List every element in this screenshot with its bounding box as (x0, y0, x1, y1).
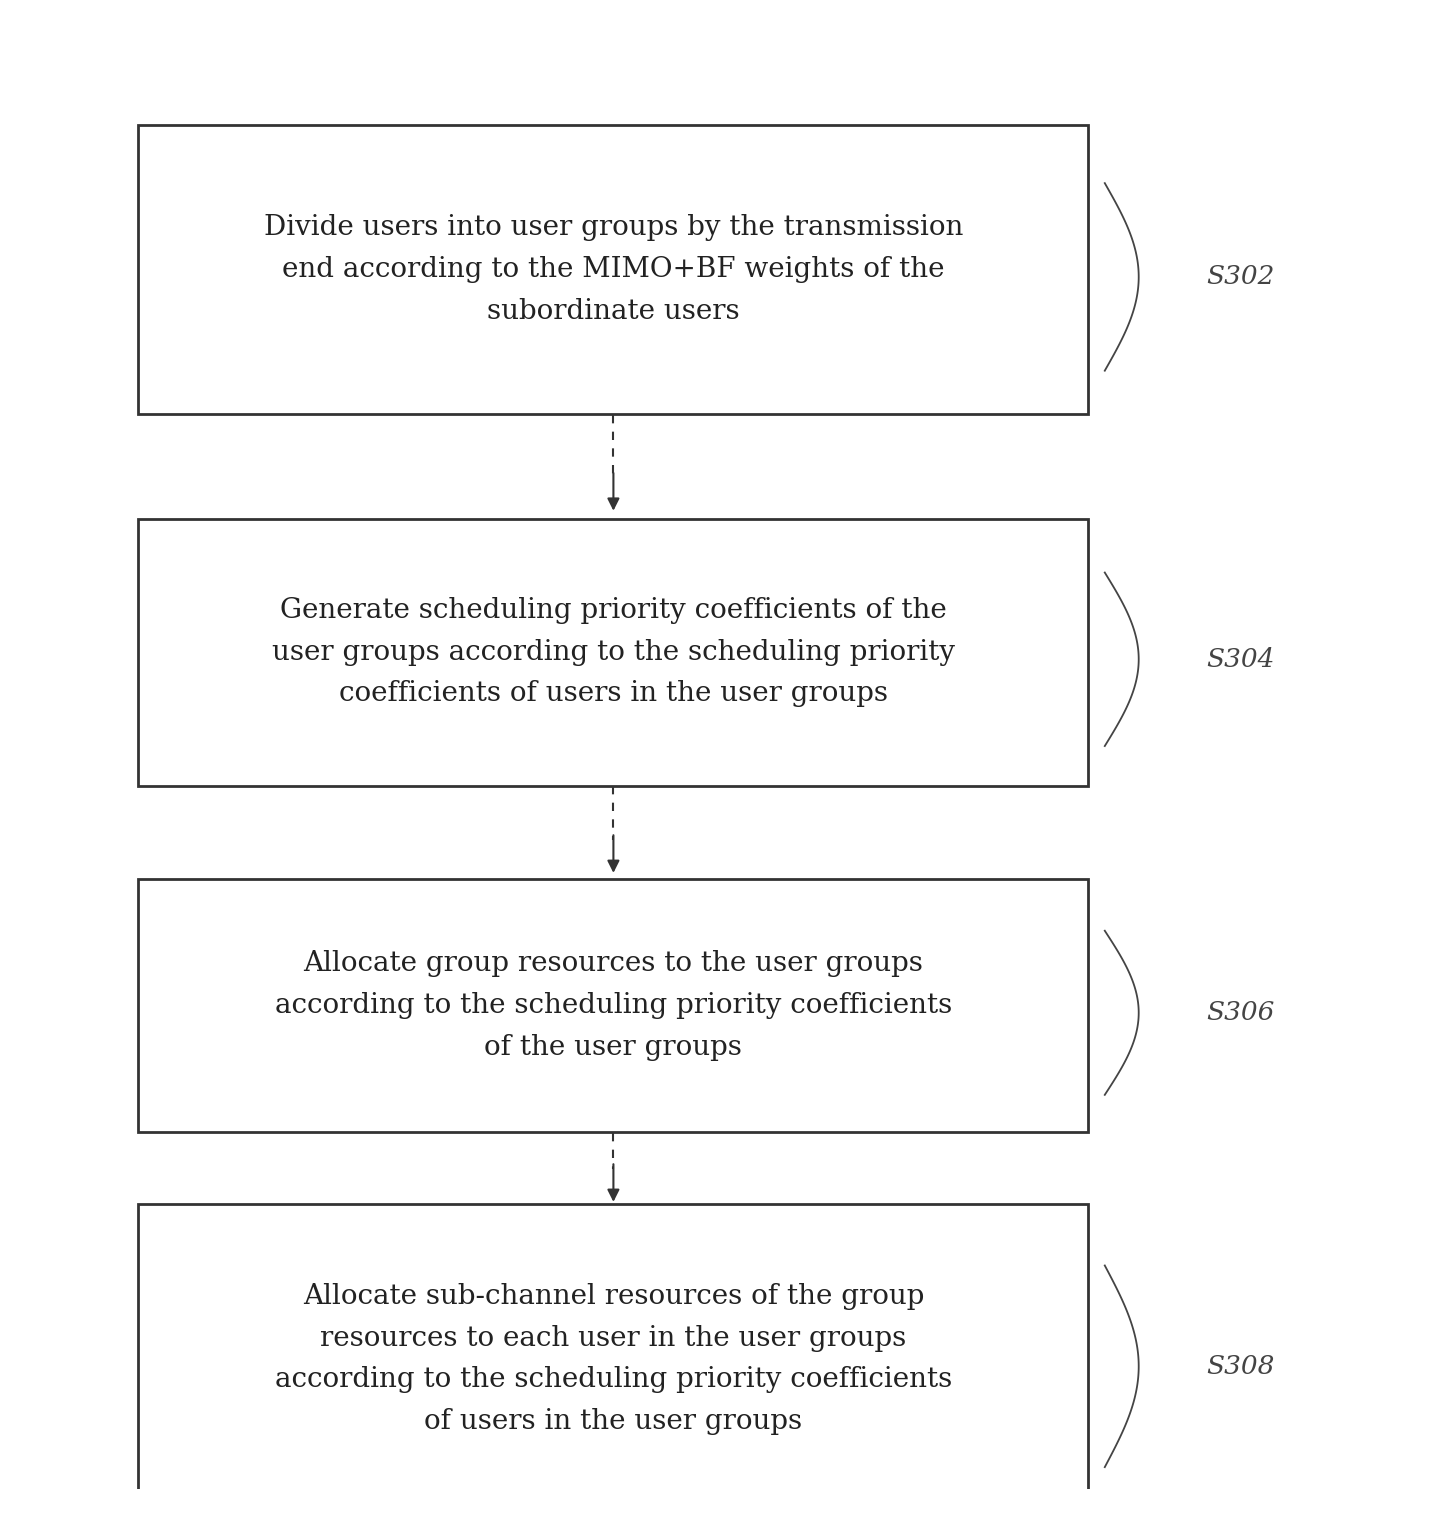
Text: S306: S306 (1207, 1001, 1275, 1025)
Text: S304: S304 (1207, 646, 1275, 672)
Text: S308: S308 (1207, 1354, 1275, 1378)
Text: Allocate group resources to the user groups
according to the scheduling priority: Allocate group resources to the user gro… (274, 950, 952, 1061)
FancyBboxPatch shape (139, 519, 1089, 786)
FancyBboxPatch shape (139, 1203, 1089, 1514)
FancyBboxPatch shape (139, 126, 1089, 414)
Text: Allocate sub-channel resources of the group
resources to each user in the user g: Allocate sub-channel resources of the gr… (274, 1283, 952, 1435)
Text: Divide users into user groups by the transmission
end according to the MIMO+BF w: Divide users into user groups by the tra… (264, 215, 963, 325)
Text: S302: S302 (1207, 264, 1275, 290)
Text: Generate scheduling priority coefficients of the
user groups according to the sc: Generate scheduling priority coefficient… (271, 597, 954, 708)
FancyBboxPatch shape (139, 880, 1089, 1131)
